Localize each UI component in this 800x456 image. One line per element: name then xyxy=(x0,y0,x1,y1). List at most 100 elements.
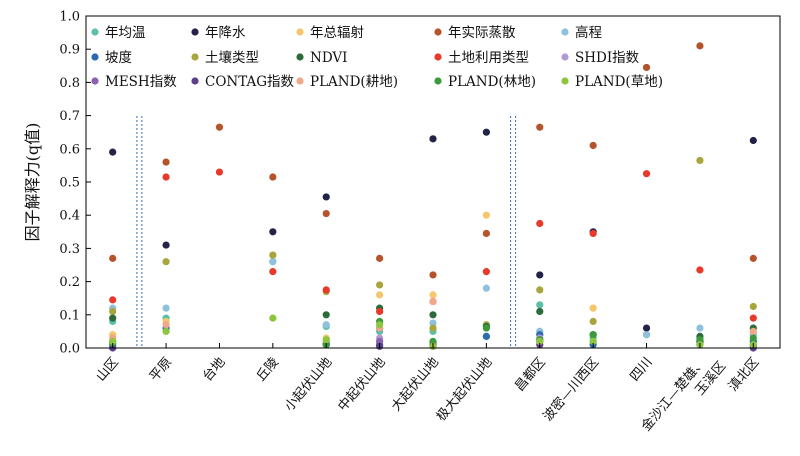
data-point xyxy=(109,337,117,345)
data-point xyxy=(696,266,704,274)
x-tick-label: 山区 xyxy=(94,355,122,385)
data-point xyxy=(696,156,704,165)
data-point xyxy=(429,324,437,332)
y-tick-label: 0.3 xyxy=(59,242,80,257)
data-point xyxy=(322,311,330,319)
data-point xyxy=(109,254,117,262)
legend-label: SHDI指数 xyxy=(575,50,640,66)
data-point xyxy=(482,128,490,136)
data-point xyxy=(162,304,170,312)
data-point xyxy=(749,327,757,335)
y-tick-label: 1.0 xyxy=(59,10,80,25)
y-tick-label: 0.4 xyxy=(59,209,80,224)
data-point xyxy=(589,331,597,339)
legend-marker xyxy=(561,53,569,61)
data-point xyxy=(215,168,224,176)
data-point xyxy=(322,286,330,294)
data-point xyxy=(322,209,330,218)
data-point xyxy=(376,254,384,262)
x-tick-label: 波密—川西区 xyxy=(540,354,602,424)
legend-label: NDVI xyxy=(310,50,347,66)
data-point xyxy=(322,321,330,329)
data-point xyxy=(536,286,544,294)
legend-label: 年降水 xyxy=(205,25,246,41)
data-point xyxy=(162,241,170,249)
data-point xyxy=(589,317,597,326)
data-point xyxy=(482,324,490,332)
data-point xyxy=(376,291,384,299)
y-tick-label: 0.7 xyxy=(59,109,80,124)
legend-marker xyxy=(191,28,199,36)
legend-label: 坡度 xyxy=(105,50,132,66)
x-tick-label: 昌都区 xyxy=(512,355,549,395)
x-tick-label: 滇北区 xyxy=(726,355,763,395)
data-point xyxy=(429,311,437,319)
data-point xyxy=(482,332,490,340)
data-point xyxy=(642,331,651,339)
x-tick-label: 平原 xyxy=(147,355,175,385)
data-point xyxy=(376,307,384,316)
data-point xyxy=(269,268,277,276)
legend-label: 高程 xyxy=(575,24,602,41)
data-point xyxy=(109,307,117,316)
data-point xyxy=(269,258,277,266)
data-point xyxy=(642,63,651,72)
data-point xyxy=(536,271,544,279)
data-point xyxy=(429,271,437,279)
x-tick-label: 小起伏山地 xyxy=(282,355,335,414)
x-tick-label: 台地 xyxy=(200,355,228,385)
data-point xyxy=(109,314,117,322)
legend-marker xyxy=(296,53,304,61)
x-tick-label: 极大起伏山地 xyxy=(434,355,496,424)
data-point xyxy=(749,136,757,145)
y-axis-label: 因子解释力(q值) xyxy=(23,123,42,242)
legend-label: PLAND(草地) xyxy=(575,74,663,90)
data-point xyxy=(749,314,757,322)
data-point xyxy=(696,42,704,50)
data-point xyxy=(429,319,437,327)
legend-marker xyxy=(561,28,569,36)
plot-frame xyxy=(85,15,781,349)
data-point xyxy=(536,307,544,316)
data-point xyxy=(162,258,170,266)
data-point xyxy=(269,173,277,181)
data-point xyxy=(589,141,597,150)
data-point xyxy=(376,337,384,345)
data-point xyxy=(322,336,330,344)
x-tick-label: 四川 xyxy=(627,355,655,385)
legend-label: 土壤类型 xyxy=(205,49,259,66)
y-tick-label: 0.9 xyxy=(59,43,80,58)
legend-marker xyxy=(434,28,442,36)
legend-marker xyxy=(296,77,304,85)
legend-marker xyxy=(561,77,569,85)
data-point xyxy=(749,254,757,262)
y-tick-label: 0.0 xyxy=(59,342,80,357)
data-point xyxy=(696,324,704,332)
legend-label: PLAND(耕地) xyxy=(310,73,398,90)
y-tick-label: 0.8 xyxy=(59,76,80,91)
legend-marker xyxy=(91,28,99,36)
y-tick-label: 0.1 xyxy=(59,308,80,323)
legend-marker xyxy=(296,28,304,36)
x-tick-label: 中起伏山地 xyxy=(335,355,388,414)
data-point xyxy=(696,336,704,344)
data-point xyxy=(162,158,170,166)
data-point xyxy=(642,170,651,178)
y-tick-label: 0.5 xyxy=(59,176,80,191)
y-axis-ticks: 0.0 0.1 0.2 0.3 0.4 0.5 0.6 0.7 0.8 0.9 1.0 xyxy=(59,10,91,357)
legend-label: PLAND(林地) xyxy=(448,74,536,90)
data-points xyxy=(109,42,757,352)
data-point xyxy=(749,334,757,342)
data-point xyxy=(162,173,170,181)
x-tick-label: 丘陵 xyxy=(254,355,282,385)
legend-marker xyxy=(434,53,442,61)
data-point xyxy=(109,296,117,304)
legend-label: CONTAG指数 xyxy=(205,74,295,90)
y-tick-label: 0.2 xyxy=(59,275,80,290)
data-point xyxy=(589,337,597,345)
data-point xyxy=(536,337,544,345)
data-point xyxy=(429,291,437,299)
y-tick-label: 0.6 xyxy=(59,142,80,157)
data-point xyxy=(162,327,170,335)
